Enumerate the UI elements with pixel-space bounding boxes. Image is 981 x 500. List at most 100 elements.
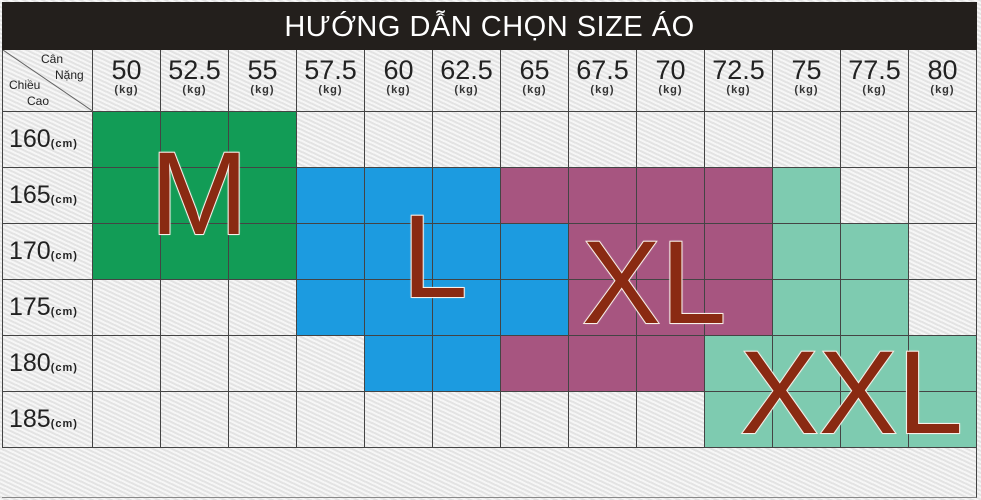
grid-cell-l [365,336,433,392]
weight-unit: (kg) [522,84,547,96]
weight-unit: (kg) [250,84,275,96]
grid-cell-xl [569,336,637,392]
grid-cell-m [161,168,229,224]
grid-cell-l [365,224,433,280]
weight-header: 62.5 (kg) [433,50,501,112]
grid-cell-l [501,280,569,336]
weight-header: 67.5 (kg) [569,50,637,112]
height-value: 185 [9,405,51,433]
grid-cell-l [297,224,365,280]
grid-cell [229,336,297,392]
height-value: 170 [9,237,51,265]
grid-cell [93,280,161,336]
grid-cell-l [365,280,433,336]
weight-value: 75 [791,55,822,85]
grid-cell [637,392,705,448]
grid-cell-xl [705,168,773,224]
weight-unit: (kg) [930,84,955,96]
grid-cell-xl [637,280,705,336]
grid-cell [501,112,569,168]
height-header: 160(cm) [2,112,93,168]
grid-cell-m [229,224,297,280]
weight-value: 77.5 [848,55,901,85]
weight-header: 72.5 (kg) [705,50,773,112]
height-header: 170(cm) [2,224,93,280]
height-unit: (cm) [50,194,78,206]
grid-cell-l [297,280,365,336]
grid-cell [229,392,297,448]
grid-cell-xxl [705,392,773,448]
grid-cell-xxl [909,392,977,448]
weight-unit: (kg) [454,84,479,96]
size-label-l: L [401,191,469,323]
grid-cell-m [229,112,297,168]
weight-unit: (kg) [386,84,411,96]
grid-cell [773,112,841,168]
grid-cell-xl [637,224,705,280]
grid-cell-xxl [773,280,841,336]
weight-value: 50 [111,55,142,85]
weight-unit: (kg) [114,84,139,96]
grid-cell-xl [705,280,773,336]
grid-cell [365,112,433,168]
weight-value: 70 [655,55,686,85]
grid-cell-xl [637,336,705,392]
grid-cell-l [297,168,365,224]
weight-header: 77.5 (kg) [841,50,909,112]
weight-unit: (kg) [726,84,751,96]
weight-value: 55 [247,55,278,85]
height-value: 165 [9,181,51,209]
weight-unit: (kg) [590,84,615,96]
grid-cell [909,280,977,336]
weight-value: 67.5 [576,55,629,85]
grid-cell-l [433,224,501,280]
grid-cell-l [365,168,433,224]
grid-cell-m [229,168,297,224]
chart-title: HƯỚNG DẪN CHỌN SIZE ÁO [2,2,977,50]
corner-label-height: Chiều [9,78,41,92]
grid-cell-m [93,112,161,168]
weight-header: 60 (kg) [365,50,433,112]
grid-cell [229,280,297,336]
weight-header: 50 (kg) [93,50,161,112]
weight-header: 52.5 (kg) [161,50,229,112]
grid-cell [841,168,909,224]
grid-cell-xl [569,168,637,224]
weight-value: 52.5 [168,55,221,85]
grid-cell [569,392,637,448]
height-unit: (cm) [50,138,78,150]
height-value: 160 [9,125,51,153]
grid-cell-l [433,280,501,336]
grid-cell-xxl [773,336,841,392]
height-unit: (cm) [50,362,78,374]
weight-unit: (kg) [182,84,207,96]
grid-cell [841,112,909,168]
weight-unit: (kg) [318,84,343,96]
grid-cell [569,112,637,168]
grid-cell [297,392,365,448]
grid-cell [365,392,433,448]
grid-cell-m [161,224,229,280]
grid-cell-xxl [705,336,773,392]
grid-cell [161,280,229,336]
corner-header: Cân Nặng Chiều Cao [2,50,94,112]
size-label-xl: XL [581,217,727,349]
height-header: 185(cm) [2,392,93,448]
grid-cell-xxl [841,280,909,336]
grid-cell-l [433,168,501,224]
grid-cell [705,112,773,168]
weight-value: 57.5 [304,55,357,85]
weight-header: 70 (kg) [637,50,705,112]
grid-cell-m [93,224,161,280]
grid-cell-m [161,112,229,168]
grid-cell [297,336,365,392]
grid-cell [93,392,161,448]
height-unit: (cm) [50,306,78,318]
corner-label-height-2: Cao [27,94,50,108]
grid-cell [909,112,977,168]
grid-cell [501,392,569,448]
weight-value: 65 [519,55,550,85]
diagonal-divider [3,50,94,112]
height-unit: (cm) [50,418,78,430]
size-label-xxl: XXL [739,327,964,459]
